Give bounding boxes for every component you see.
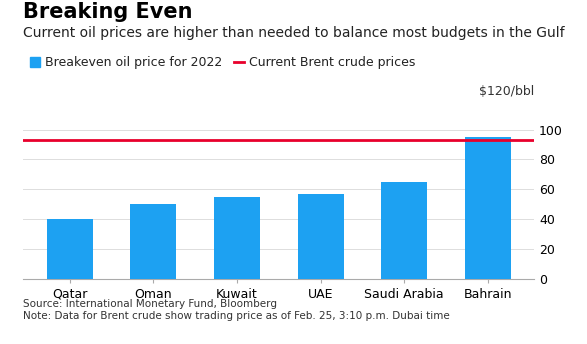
Bar <box>214 197 260 279</box>
Bar <box>382 182 427 279</box>
Text: Source: International Monetary Fund, Bloomberg
Note: Data for Brent crude show t: Source: International Monetary Fund, Blo… <box>23 299 450 321</box>
Text: $120/bbl: $120/bbl <box>479 85 534 98</box>
Bar <box>298 194 343 279</box>
Legend: Breakeven oil price for 2022, Current Brent crude prices: Breakeven oil price for 2022, Current Br… <box>30 56 416 69</box>
Text: Current oil prices are higher than needed to balance most budgets in the Gulf: Current oil prices are higher than neede… <box>23 26 565 40</box>
Bar <box>465 137 511 279</box>
Bar <box>47 219 93 279</box>
Bar <box>130 204 176 279</box>
Text: Breaking Even: Breaking Even <box>23 2 193 22</box>
